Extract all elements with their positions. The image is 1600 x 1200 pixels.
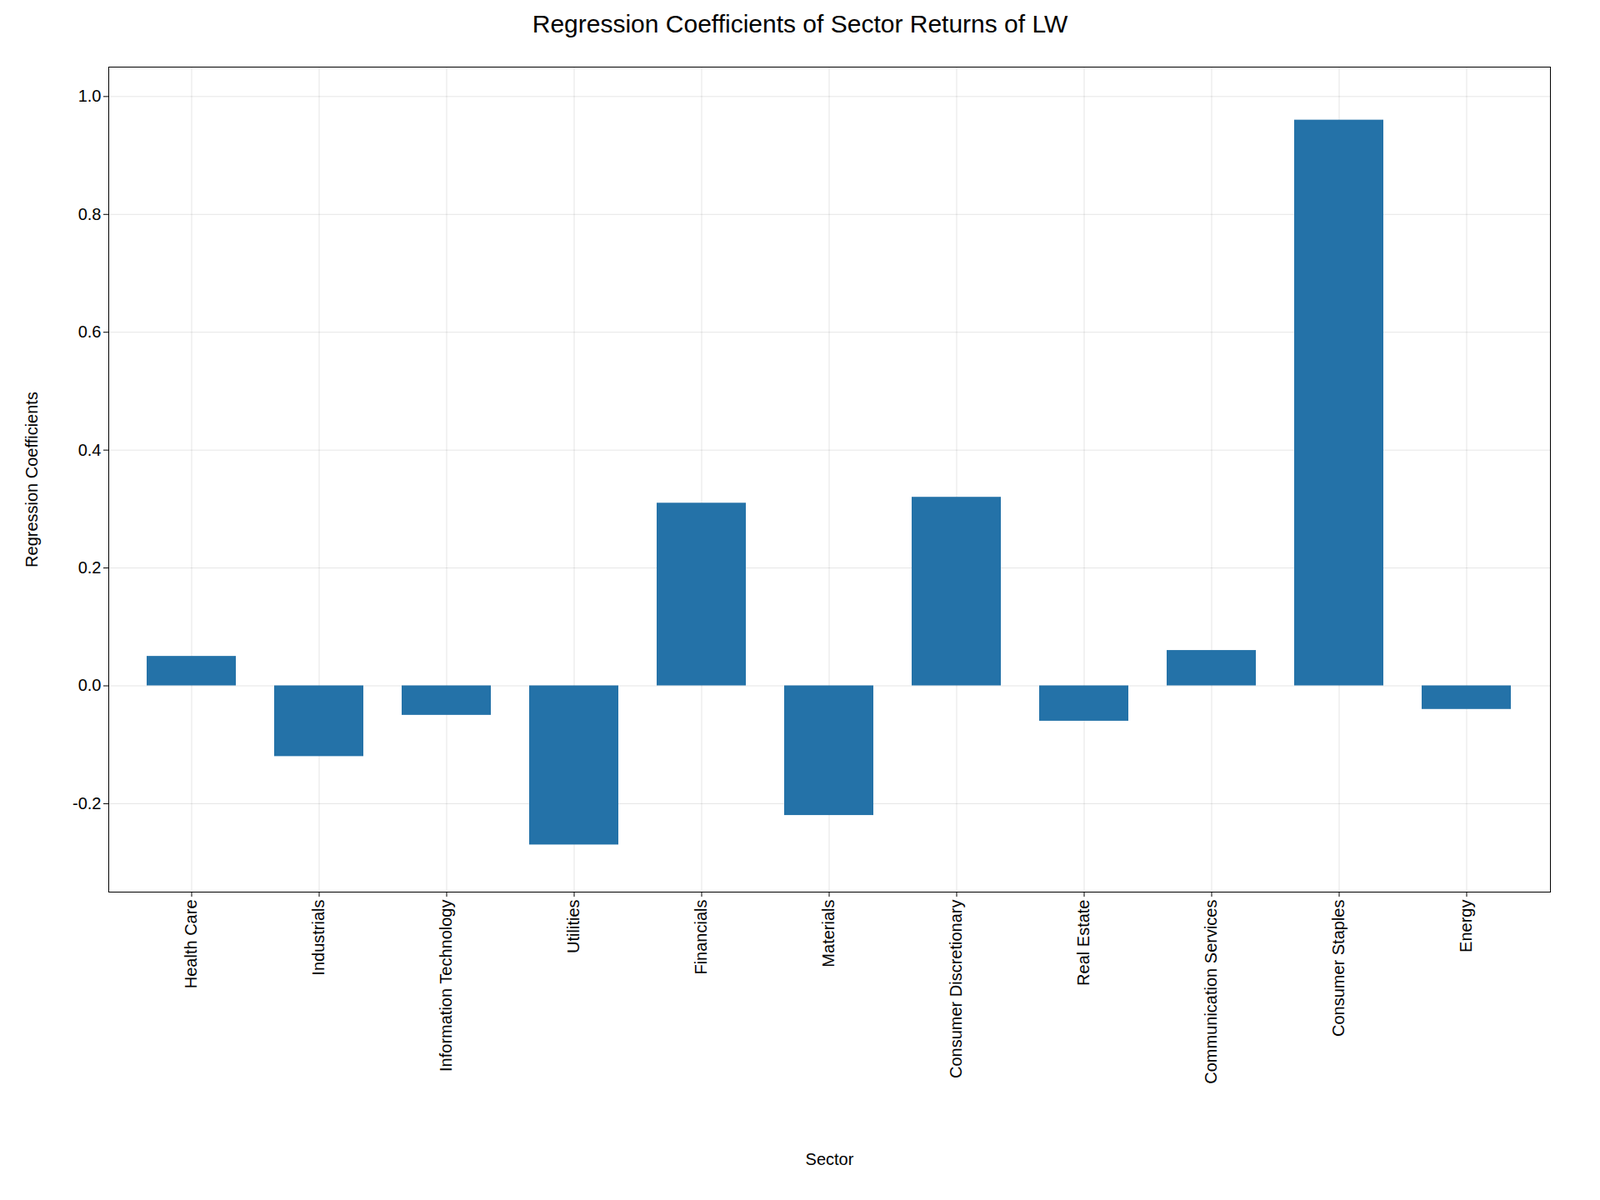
svg-text:0.2: 0.2 — [78, 558, 102, 577]
svg-text:Information Technology: Information Technology — [436, 900, 455, 1072]
svg-text:Sector: Sector — [805, 1150, 855, 1168]
svg-text:0.4: 0.4 — [78, 440, 102, 460]
svg-text:0.6: 0.6 — [78, 322, 102, 341]
svg-text:1.0: 1.0 — [78, 86, 102, 105]
svg-text:0.0: 0.0 — [78, 675, 102, 695]
svg-text:0.8: 0.8 — [78, 205, 102, 224]
svg-text:Utilities: Utilities — [564, 900, 583, 954]
svg-text:Industrials: Industrials — [309, 900, 328, 976]
svg-text:Regression Coefficients: Regression Coefficients — [22, 391, 41, 568]
svg-text:Consumer Discretionary: Consumer Discretionary — [946, 900, 965, 1080]
svg-text:Health Care: Health Care — [181, 900, 200, 990]
html-text:Regression Coefficients of Sec: Regression Coefficients of Sector Return… — [532, 10, 1068, 38]
svg-text:Real Estate: Real Estate — [1074, 900, 1093, 986]
svg-text:-0.2: -0.2 — [72, 794, 101, 813]
svg-text:Energy: Energy — [1456, 900, 1475, 953]
svg-text:Materials: Materials — [819, 900, 838, 968]
svg-text:Communication Services: Communication Services — [1201, 900, 1220, 1085]
svg-text:Consumer Staples: Consumer Staples — [1329, 900, 1348, 1038]
svg-text:Financials: Financials — [691, 900, 710, 975]
